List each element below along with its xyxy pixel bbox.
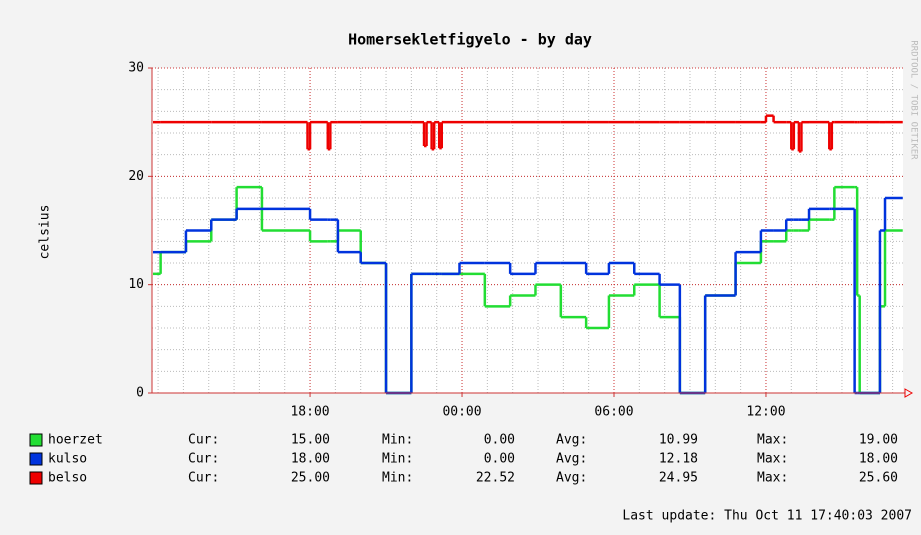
stat-value: 15.00 bbox=[291, 433, 330, 448]
y-tick-label: 10 bbox=[128, 277, 144, 292]
stat-label: Avg: bbox=[556, 433, 587, 448]
stat-value: 24.95 bbox=[659, 471, 698, 486]
last-update: Last update: Thu Oct 11 17:40:03 2007 bbox=[622, 509, 912, 524]
stat-label: Cur: bbox=[188, 452, 219, 467]
y-tick-label: 30 bbox=[128, 61, 144, 76]
y-tick-label: 20 bbox=[128, 169, 144, 184]
stat-value: 22.52 bbox=[476, 471, 515, 486]
y-axis-label: celsius bbox=[38, 205, 53, 260]
stat-label: Min: bbox=[382, 433, 413, 448]
legend-swatch bbox=[29, 433, 43, 447]
stat-value: 0.00 bbox=[484, 452, 515, 467]
x-tick-label: 18:00 bbox=[290, 405, 329, 420]
stat-value: 19.00 bbox=[859, 433, 898, 448]
stat-value: 12.18 bbox=[659, 452, 698, 467]
stat-value: 25.60 bbox=[859, 471, 898, 486]
stat-value: 0.00 bbox=[484, 433, 515, 448]
legend-label: kulso bbox=[48, 452, 87, 467]
stat-value: 18.00 bbox=[291, 452, 330, 467]
y-tick-label: 0 bbox=[136, 386, 144, 401]
stat-label: Cur: bbox=[188, 471, 219, 486]
watermark: RRDTOOL / TOBI OETIKER bbox=[909, 40, 919, 160]
stat-value: 18.00 bbox=[859, 452, 898, 467]
stat-label: Avg: bbox=[556, 452, 587, 467]
stat-label: Avg: bbox=[556, 471, 587, 486]
x-tick-label: 00:00 bbox=[442, 405, 481, 420]
stat-label: Cur: bbox=[188, 433, 219, 448]
legend-swatch bbox=[29, 452, 43, 466]
stat-value: 10.99 bbox=[659, 433, 698, 448]
legend-label: hoerzet bbox=[48, 433, 103, 448]
x-tick-label: 12:00 bbox=[746, 405, 785, 420]
x-axis-arrow bbox=[904, 388, 914, 398]
stat-label: Max: bbox=[757, 471, 788, 486]
x-tick-label: 06:00 bbox=[594, 405, 633, 420]
chart-title: Homersekletfigyelo - by day bbox=[348, 31, 592, 49]
legend-swatch bbox=[29, 471, 43, 485]
stat-label: Max: bbox=[757, 452, 788, 467]
legend-label: belso bbox=[48, 471, 87, 486]
stat-value: 25.00 bbox=[291, 471, 330, 486]
stat-label: Min: bbox=[382, 452, 413, 467]
stat-label: Min: bbox=[382, 471, 413, 486]
stat-label: Max: bbox=[757, 433, 788, 448]
